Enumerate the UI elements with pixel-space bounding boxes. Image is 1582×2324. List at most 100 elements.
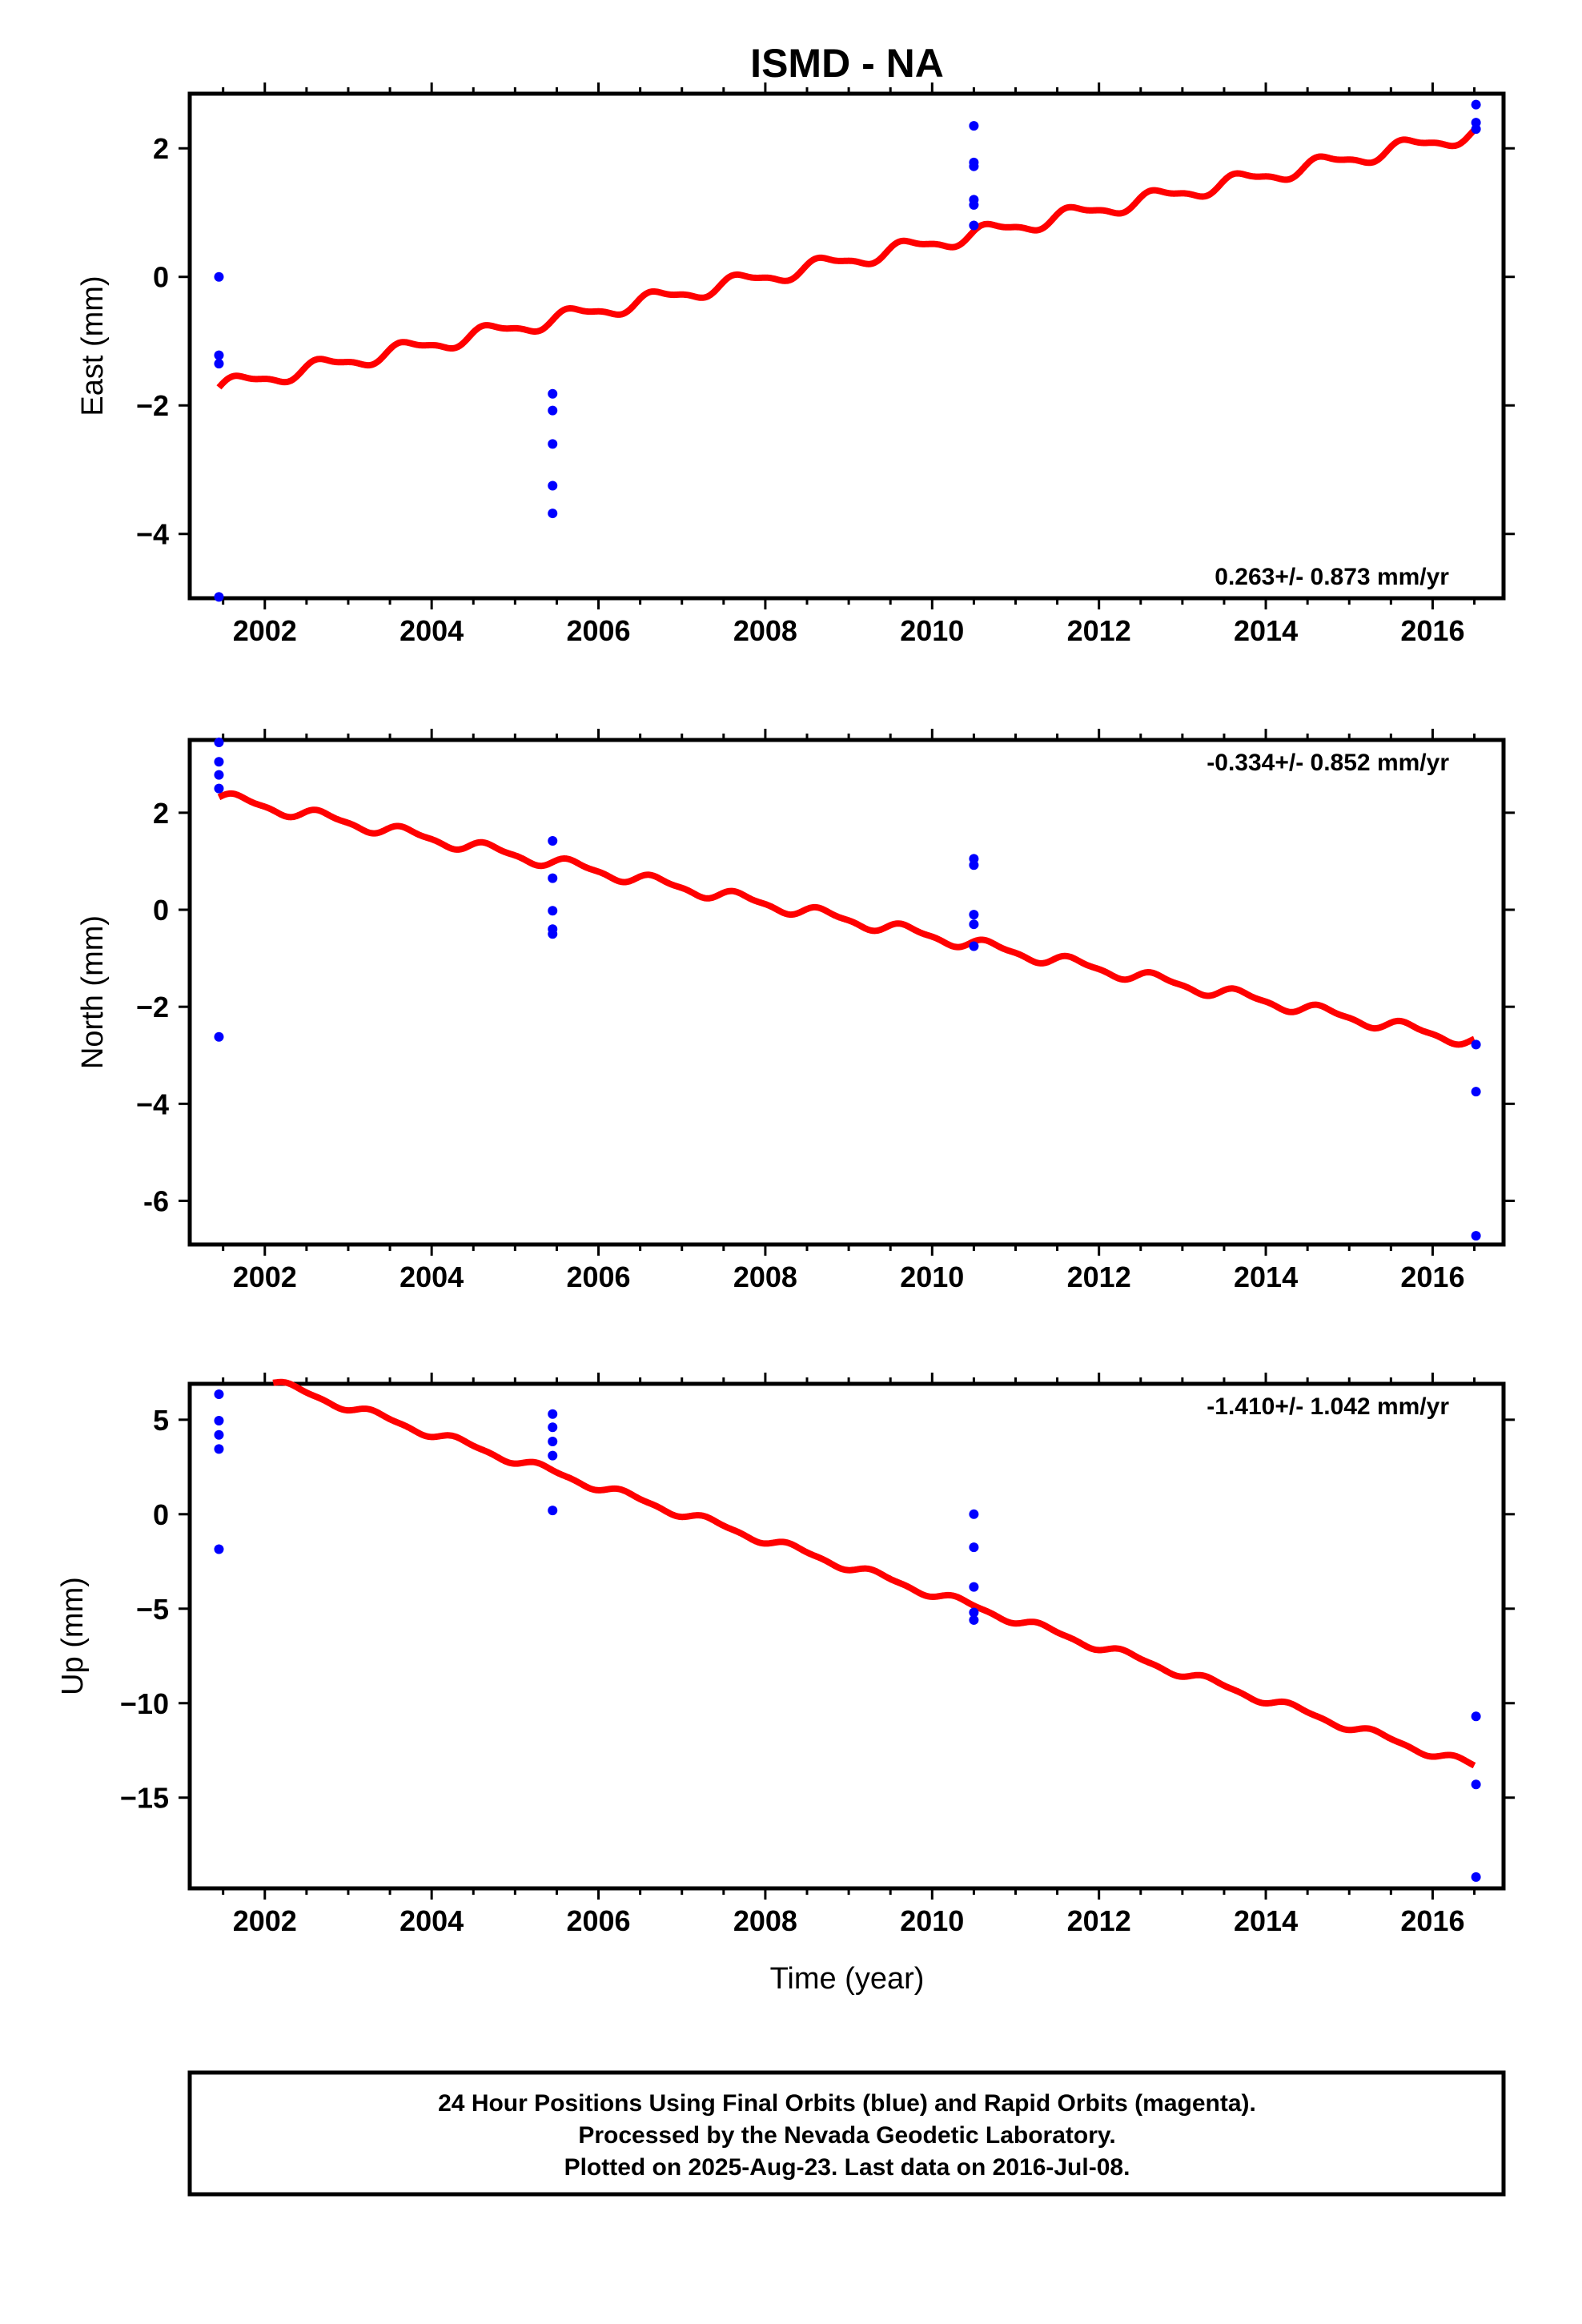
north-plot-frame xyxy=(187,738,1506,1247)
up-data-point xyxy=(969,1582,979,1592)
y-tick-label: -6 xyxy=(143,1184,169,1217)
up-data-point xyxy=(969,1509,979,1519)
y-tick-label: 2 xyxy=(153,132,169,165)
y-tick-label: −10 xyxy=(120,1687,169,1720)
up-data-point xyxy=(214,1389,224,1399)
x-tick-label: 2012 xyxy=(1067,1904,1131,1937)
footer-box: 24 Hour Positions Using Final Orbits (bl… xyxy=(187,2070,1506,2197)
up-data-point xyxy=(214,1444,224,1454)
east-data-point xyxy=(969,199,979,210)
north-data-point xyxy=(969,919,979,930)
x-tick-label: 2002 xyxy=(233,1261,297,1293)
y-tick-label: 5 xyxy=(153,1404,169,1437)
north-data-point xyxy=(548,836,558,846)
north-rate-label: -0.334+/- 0.852 mm/yr xyxy=(1207,750,1449,776)
north-data-point xyxy=(214,783,224,794)
east-plot-frame xyxy=(187,91,1506,601)
y-tick-label: 2 xyxy=(153,797,169,830)
up-data-point xyxy=(969,1542,979,1553)
figure-title: ISMD - NA xyxy=(750,41,944,86)
x-tick-label: 2008 xyxy=(733,1904,797,1937)
up-data-point xyxy=(214,1429,224,1440)
x-tick-label: 2006 xyxy=(566,614,630,647)
east-data-point xyxy=(214,350,224,360)
up-data-point xyxy=(548,1450,558,1461)
x-tick-label: 2016 xyxy=(1400,614,1464,647)
east-data-point xyxy=(214,359,224,369)
east-data-point xyxy=(548,509,558,519)
x-tick-label: 2006 xyxy=(566,1261,630,1293)
footer-frame xyxy=(187,2070,1506,2197)
y-tick-label: −2 xyxy=(136,389,169,422)
east-data-point xyxy=(548,405,558,416)
x-tick-label: 2014 xyxy=(1234,1904,1298,1937)
up-data-point xyxy=(1471,1711,1481,1722)
y-tick-label: −15 xyxy=(120,1782,169,1815)
up-data-point xyxy=(214,1544,224,1554)
up-axis-ticks: 2002 2004 2006 2008 2010 2012 2014 2016 5 0 −5 −10 −… xyxy=(120,1373,1515,1937)
up-data-point xyxy=(548,1506,558,1516)
north-data-point xyxy=(548,906,558,916)
north-data-point xyxy=(1471,1087,1481,1097)
up-data-point xyxy=(1471,1872,1481,1882)
x-tick-label: 2004 xyxy=(400,614,464,647)
east-rate-label: 0.263+/- 0.873 mm/yr xyxy=(1215,564,1449,590)
east-data-point xyxy=(969,161,979,171)
east-data-point xyxy=(214,271,224,282)
up-plot-frame xyxy=(187,1381,1506,1891)
north-axis-label: North (mm) xyxy=(76,915,110,1069)
x-tick-label: 2012 xyxy=(1067,1261,1131,1293)
x-tick-label: 2002 xyxy=(233,614,297,647)
y-tick-label: −2 xyxy=(136,991,169,1023)
north-panel: 2002 2004 2006 2008 2010 2012 2014 2016 2 0 −2 −4 -6… xyxy=(76,729,1515,1293)
east-axis-label: East (mm) xyxy=(76,275,110,416)
up-data-point xyxy=(548,1409,558,1419)
up-model-line xyxy=(271,1378,1477,1769)
up-data-point xyxy=(548,1422,558,1433)
east-data-point xyxy=(548,439,558,449)
x-tick-label: 2006 xyxy=(566,1904,630,1937)
north-data-point xyxy=(1471,1039,1481,1050)
y-tick-label: −4 xyxy=(136,1088,169,1120)
up-data-point xyxy=(1471,1779,1481,1790)
x-tick-label: 2008 xyxy=(733,1261,797,1293)
east-data xyxy=(214,99,1481,602)
north-data-point xyxy=(969,860,979,870)
x-tick-label: 2010 xyxy=(900,614,964,647)
north-data-point xyxy=(548,929,558,939)
y-tick-label: −5 xyxy=(136,1593,169,1626)
y-tick-label: 0 xyxy=(153,894,169,927)
x-tick-label: 2010 xyxy=(900,1904,964,1937)
north-axis-ticks: 2002 2004 2006 2008 2010 2012 2014 2016 2 0 −2 −4 -6 xyxy=(136,729,1515,1293)
x-tick-label: 2010 xyxy=(900,1261,964,1293)
up-rate-label: -1.410+/- 1.042 mm/yr xyxy=(1207,1393,1449,1420)
footer-line-1: 24 Hour Positions Using Final Orbits (bl… xyxy=(438,2090,1256,2117)
up-data-point xyxy=(969,1607,979,1618)
north-data-point xyxy=(214,757,224,767)
up-axis-label: Up (mm) xyxy=(56,1577,90,1695)
north-model-line xyxy=(216,790,1477,1048)
east-model-line xyxy=(216,127,1477,390)
x-tick-label: 2014 xyxy=(1234,1261,1298,1293)
east-data-point xyxy=(1471,124,1481,135)
x-tick-label: 2014 xyxy=(1234,614,1298,647)
east-axis-ticks: 2002 2004 2006 2008 2010 2012 2014 2016 2 0 −2 −4 xyxy=(136,82,1515,647)
x-tick-label: 2004 xyxy=(400,1904,464,1937)
x-tick-label: 2008 xyxy=(733,614,797,647)
x-tick-label: 2016 xyxy=(1400,1261,1464,1293)
east-data-point xyxy=(214,592,224,602)
up-panel: 2002 2004 2006 2008 2010 2012 2014 2016 5 0 −5 −10 −… xyxy=(56,1373,1515,1996)
east-data-point xyxy=(1471,99,1481,110)
time-axis-label: Time (year) xyxy=(770,1962,925,1996)
north-data-point xyxy=(214,770,224,780)
east-data-point xyxy=(548,480,558,491)
footer-line-3: Plotted on 2025-Aug-23. Last data on 201… xyxy=(564,2154,1130,2181)
north-data-point xyxy=(969,910,979,920)
up-data-point xyxy=(214,1416,224,1426)
x-tick-label: 2002 xyxy=(233,1904,297,1937)
y-tick-label: −4 xyxy=(136,518,169,551)
east-panel: 2002 2004 2006 2008 2010 2012 2014 2016 2 0 −2 −4 E… xyxy=(76,82,1515,647)
x-tick-label: 2004 xyxy=(400,1261,464,1293)
east-data-point xyxy=(969,220,979,231)
